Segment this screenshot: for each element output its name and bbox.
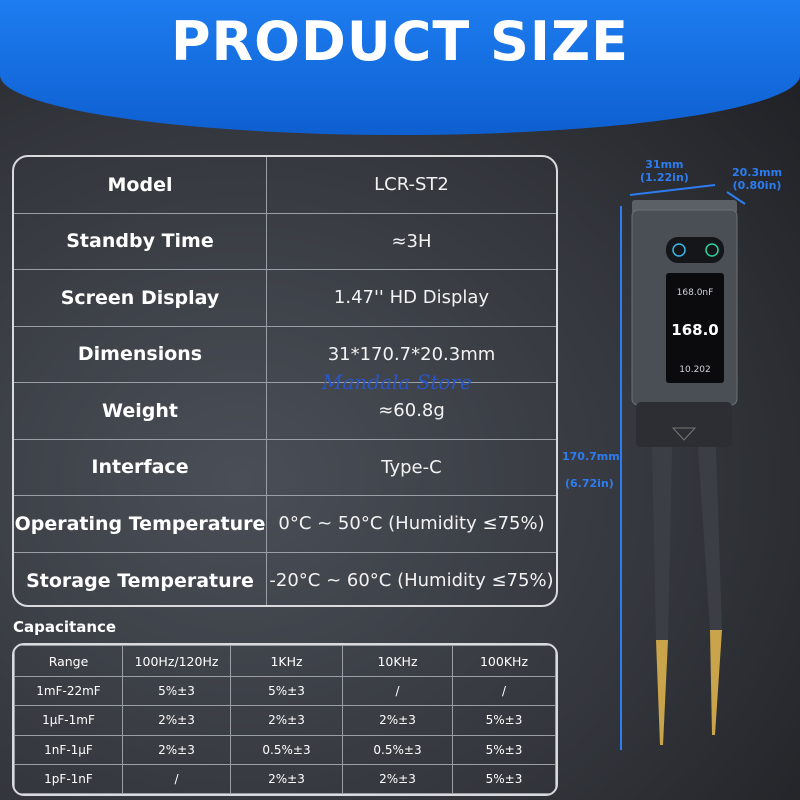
table-row: 1μF-1mF 2%±3 2%±3 2%±3 5%±3 (14, 705, 556, 736)
column-header: 100KHz (452, 645, 556, 677)
left-tip (656, 640, 668, 745)
table-header-row: Range 100Hz/120Hz 1KHz 10KHz 100KHz (14, 645, 556, 677)
spec-label: Storage Temperature (14, 552, 267, 605)
device-illustration: 168.0nF 168.0 10.202 (620, 184, 746, 750)
spec-label: Interface (14, 439, 267, 495)
capacitance-title: Capacitance (13, 618, 117, 636)
screen-reading: 168.0 (671, 321, 718, 339)
table-cell: 5%±3 (452, 705, 556, 736)
table-cell: 5%±3 (122, 676, 231, 707)
column-header: Range (14, 645, 123, 677)
table-cell: 2%±3 (342, 764, 453, 794)
spec-row: Screen Display 1.47'' HD Display (14, 270, 556, 327)
spec-value: 31*170.7*20.3mm (327, 343, 496, 365)
spec-label: Operating Temperature (14, 496, 267, 552)
table-cell: / (452, 676, 556, 707)
table-cell: / (122, 764, 231, 794)
width-dimension-line (629, 184, 716, 196)
width-dimension-label: 31mm (1.22in) (640, 158, 689, 184)
right-tweezer-arm (698, 447, 722, 630)
table-cell: 2%±3 (122, 735, 231, 765)
table-row: 1mF-22mF 5%±3 5%±3// (14, 676, 556, 707)
table-cell: 2%±3 (122, 705, 231, 736)
column-header: 1KHz (230, 645, 343, 677)
spec-label: Model (14, 157, 267, 213)
table-cell: 5%±3 (230, 676, 343, 707)
table-cell: 2%±3 (230, 764, 343, 794)
spec-label: Dimensions (14, 326, 267, 382)
spec-table: Model LCR-ST2 Standby Time ≈3H Screen Disp… (12, 155, 558, 607)
arrow-icon (671, 427, 697, 441)
table-row: 1nF-1μF 2%±3 0.5%±3 0.5%±3 5%±3 (14, 735, 556, 765)
spec-row: Storage Temperature -20°C ~ 60°C (Humidit… (14, 552, 556, 605)
spec-row: Operating Temperature 0°C ~ 50°C (Humidit… (14, 496, 556, 553)
power-icon[interactable] (672, 243, 686, 257)
table-cell: 0.5%±3 (230, 735, 343, 765)
column-header: 100Hz/120Hz (122, 645, 231, 677)
screen-aux1: 168.0nF (677, 288, 714, 298)
spec-value: ≈60.8g (378, 400, 445, 422)
screen-aux2: 10.202 (679, 365, 711, 375)
page-title: PRODUCT SIZE (170, 10, 630, 73)
length-in-label: (6.72in) (565, 477, 614, 490)
spec-value: -20°C ~ 60°C (Humidity ≤75%) (269, 570, 554, 592)
spec-value: Type-C (381, 456, 442, 478)
spec-label: Standby Time (14, 213, 267, 269)
width-mm: 31mm (645, 158, 684, 171)
column-header: 10KHz (342, 645, 453, 677)
depth-dimension-line (726, 191, 746, 205)
header-banner (0, 0, 800, 135)
range-cell: 1nF-1μF (14, 735, 123, 765)
spec-label: Weight (14, 383, 267, 439)
left-tweezer-arm (652, 447, 672, 640)
watermark: Mandala Store (322, 370, 472, 394)
table-cell: 5%±3 (452, 735, 556, 765)
depth-dimension-label: 20.3mm (0.80in) (732, 166, 782, 192)
device-collar (636, 402, 732, 447)
table-cell: 2%±3 (342, 705, 453, 736)
spec-row: Model LCR-ST2 (14, 157, 556, 214)
depth-mm: 20.3mm (732, 166, 783, 179)
spec-row: Dimensions 31*170.7*20.3mm (14, 326, 556, 383)
spec-label: Screen Display (14, 270, 267, 326)
button-panel (666, 237, 724, 263)
table-cell: 2%±3 (230, 705, 343, 736)
device-screen (666, 273, 724, 383)
capacitance-table: Range 100Hz/120Hz 1KHz 10KHz 100KHz 1mF-… (12, 643, 558, 796)
table-cell: / (342, 676, 453, 707)
depth-in: (0.80in) (732, 179, 782, 192)
spec-value: LCR-ST2 (374, 174, 449, 196)
spec-value: 0°C ~ 50°C (Humidity ≤75%) (278, 513, 545, 535)
table-row: 1pF-1nF/2%±3 2%±3 5%±3 (14, 764, 556, 794)
mode-icon[interactable] (705, 243, 719, 257)
range-cell: 1pF-1nF (14, 764, 123, 794)
range-cell: 1μF-1mF (14, 705, 123, 736)
range-cell: 1mF-22mF (14, 676, 123, 707)
spec-row: Standby Time ≈3H (14, 213, 556, 270)
width-in: (1.22in) (640, 171, 689, 184)
spec-row: Interface Type-C (14, 439, 556, 496)
table-cell: 5%±3 (452, 764, 556, 794)
spec-value: 1.47'' HD Display (333, 287, 490, 309)
spec-value: ≈3H (391, 230, 432, 252)
length-mm-label: 170.7mm (562, 450, 620, 463)
spec-row: Weight ≈60.8g (14, 383, 556, 440)
table-cell: 0.5%±3 (342, 735, 453, 765)
right-tip (710, 630, 722, 735)
